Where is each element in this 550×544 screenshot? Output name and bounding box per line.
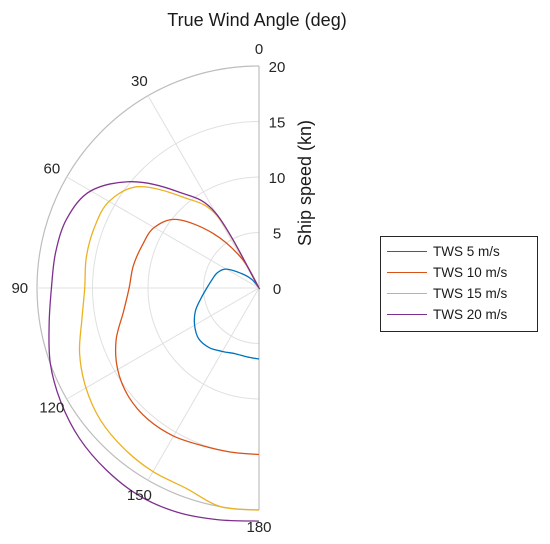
legend-swatch bbox=[387, 251, 427, 252]
polar-grid bbox=[36, 65, 260, 511]
theta-tick-90: 90 bbox=[11, 280, 28, 297]
r-tick-10: 10 bbox=[269, 170, 286, 187]
legend-item: TWS 10 m/s bbox=[387, 262, 531, 283]
chart-title: True Wind Angle (deg) bbox=[167, 10, 346, 30]
theta-tick-60: 60 bbox=[43, 160, 60, 177]
theta-tick-150: 150 bbox=[127, 487, 152, 504]
legend-label: TWS 15 m/s bbox=[433, 286, 508, 301]
legend-item: TWS 5 m/s bbox=[387, 241, 531, 262]
r-tick-0: 0 bbox=[273, 281, 281, 298]
grid-spoke-60 bbox=[66, 176, 260, 289]
r-tick-15: 15 bbox=[269, 115, 286, 132]
theta-tick-30: 30 bbox=[131, 73, 148, 90]
theta-tick-0: 0 bbox=[255, 41, 263, 58]
series-line-1 bbox=[193, 268, 261, 360]
legend-item: TWS 20 m/s bbox=[387, 304, 531, 325]
series-line-3 bbox=[78, 186, 260, 511]
theta-tick-180: 180 bbox=[246, 519, 271, 536]
legend-label: TWS 10 m/s bbox=[433, 265, 508, 280]
legend-swatch bbox=[387, 314, 427, 315]
series-group bbox=[48, 181, 261, 522]
theta-tick-120: 120 bbox=[39, 400, 64, 417]
series-line-2 bbox=[114, 218, 260, 456]
r-tick-5: 5 bbox=[273, 226, 281, 243]
grid-spoke-150 bbox=[147, 287, 260, 481]
r-axis-label: Ship speed (kn) bbox=[295, 120, 315, 246]
grid-spoke-120 bbox=[66, 287, 260, 400]
grid-spoke-30 bbox=[147, 95, 260, 289]
series-line-4 bbox=[48, 181, 260, 522]
legend-swatch bbox=[387, 293, 427, 294]
tick-labels: 0 30 60 90 120 150 180 0 5 10 15 20 bbox=[11, 41, 285, 536]
legend-item: TWS 15 m/s bbox=[387, 283, 531, 304]
legend-label: TWS 20 m/s bbox=[433, 307, 508, 322]
r-tick-20: 20 bbox=[269, 59, 286, 76]
legend-label: TWS 5 m/s bbox=[433, 244, 500, 259]
legend-swatch bbox=[387, 272, 427, 273]
legend: TWS 5 m/s TWS 10 m/s TWS 15 m/s TWS 20 m/s bbox=[380, 236, 538, 332]
